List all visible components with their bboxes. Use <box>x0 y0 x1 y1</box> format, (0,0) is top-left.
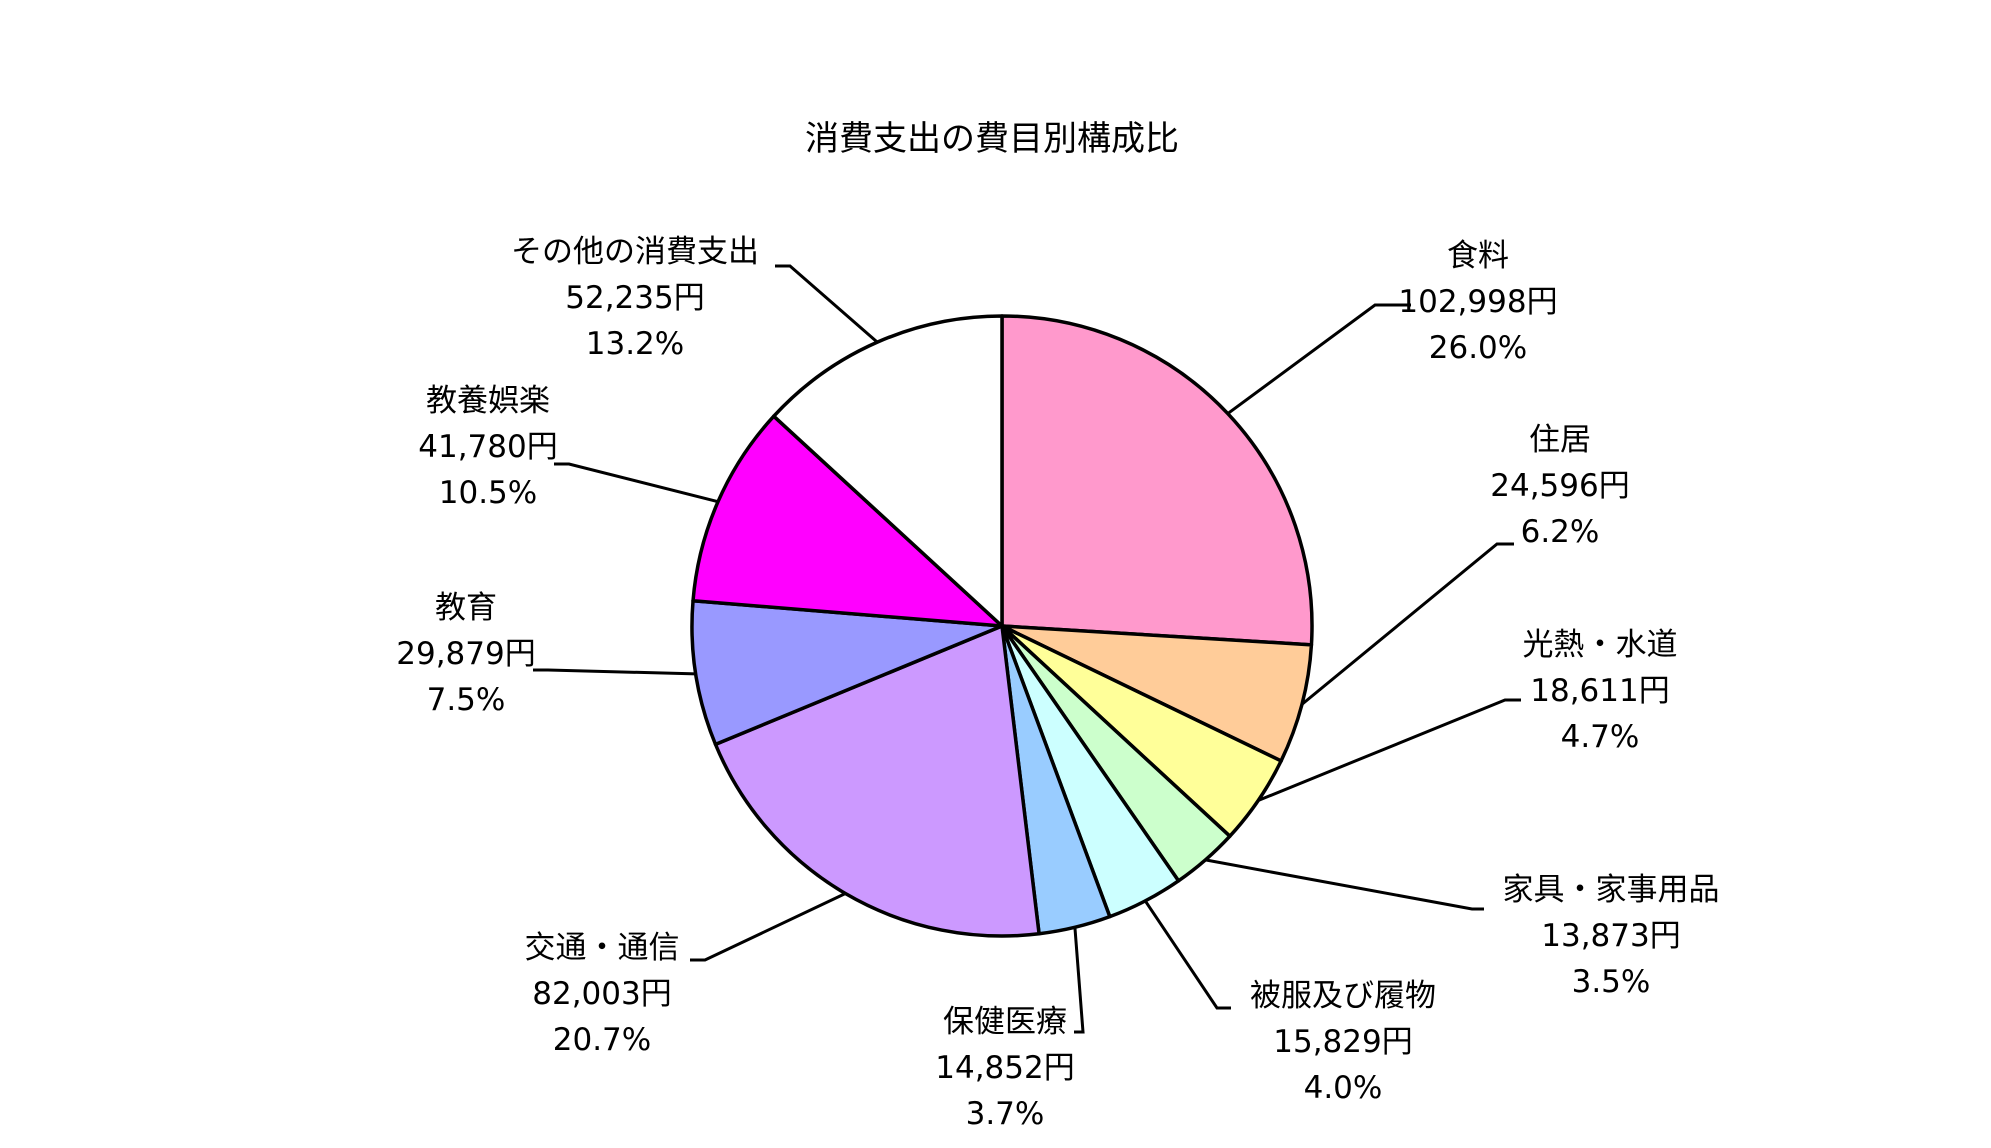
slice-label-percent-2: 4.7% <box>1561 719 1640 755</box>
slice-label-percent-5: 3.7% <box>966 1096 1045 1132</box>
slice-label-percent-0: 26.0% <box>1429 330 1527 366</box>
slice-label-category-9: その他の消費支出 <box>511 234 759 270</box>
slice-label-value-5: 14,852円 <box>935 1050 1074 1086</box>
leader-line-3 <box>1205 858 1484 911</box>
slice-label-value-4: 15,829円 <box>1273 1024 1412 1060</box>
slice-label-value-3: 13,873円 <box>1541 918 1680 954</box>
slice-label-category-8: 教養娯楽 <box>426 383 550 419</box>
slice-label-category-0: 食料 <box>1447 238 1509 274</box>
slice-label-percent-7: 7.5% <box>427 682 506 718</box>
leader-line-8 <box>554 462 719 504</box>
slice-label-category-3: 家具・家事用品 <box>1503 872 1720 908</box>
slice-label-category-4: 被服及び履物 <box>1250 978 1436 1014</box>
slice-label-percent-3: 3.5% <box>1572 964 1651 1000</box>
slice-label-category-7: 教育 <box>435 590 497 626</box>
slice-labels: 食料 102,998円 26.0% 住居 24,596円 6.2% 光熱・水道 18,611円… <box>396 234 1719 1132</box>
slice-label-category-6: 交通・通信 <box>525 930 680 966</box>
slice-label-value-0: 102,998円 <box>1398 284 1557 320</box>
chart-title: 消費支出の費目別構成比 <box>805 119 1179 159</box>
slice-label-value-1: 24,596円 <box>1490 468 1629 504</box>
leader-line-1 <box>1300 542 1514 706</box>
slice-label-percent-1: 6.2% <box>1521 514 1600 550</box>
slice-label-value-2: 18,611円 <box>1530 673 1669 709</box>
leader-lines <box>533 264 1521 1034</box>
leader-line-5 <box>1073 927 1085 1034</box>
leader-line-9 <box>775 264 879 344</box>
slice-label-category-1: 住居 <box>1529 422 1591 458</box>
pie-slice-0 <box>1000 314 1314 647</box>
slice-label-category-2: 光熱・水道 <box>1523 627 1678 663</box>
pie-slice-8 <box>691 414 1004 628</box>
slice-label-percent-9: 13.2% <box>586 326 684 362</box>
slice-label-percent-8: 10.5% <box>439 475 537 511</box>
leader-line-4 <box>1144 900 1231 1010</box>
pie-slice-7 <box>690 598 1004 747</box>
leader-line-0 <box>1226 303 1411 415</box>
slice-label-value-7: 29,879円 <box>396 636 535 672</box>
pie-slices <box>690 314 1314 938</box>
leader-line-7 <box>533 668 696 676</box>
leader-line-6 <box>690 892 847 962</box>
leader-line-2 <box>1257 698 1521 802</box>
slice-label-value-9: 52,235円 <box>565 280 704 316</box>
slice-label-category-5: 保健医療 <box>943 1004 1067 1040</box>
slice-label-percent-4: 4.0% <box>1304 1070 1383 1106</box>
slice-label-percent-6: 20.7% <box>553 1022 651 1058</box>
slice-label-value-8: 41,780円 <box>418 429 557 465</box>
slice-label-value-6: 82,003円 <box>532 976 671 1012</box>
